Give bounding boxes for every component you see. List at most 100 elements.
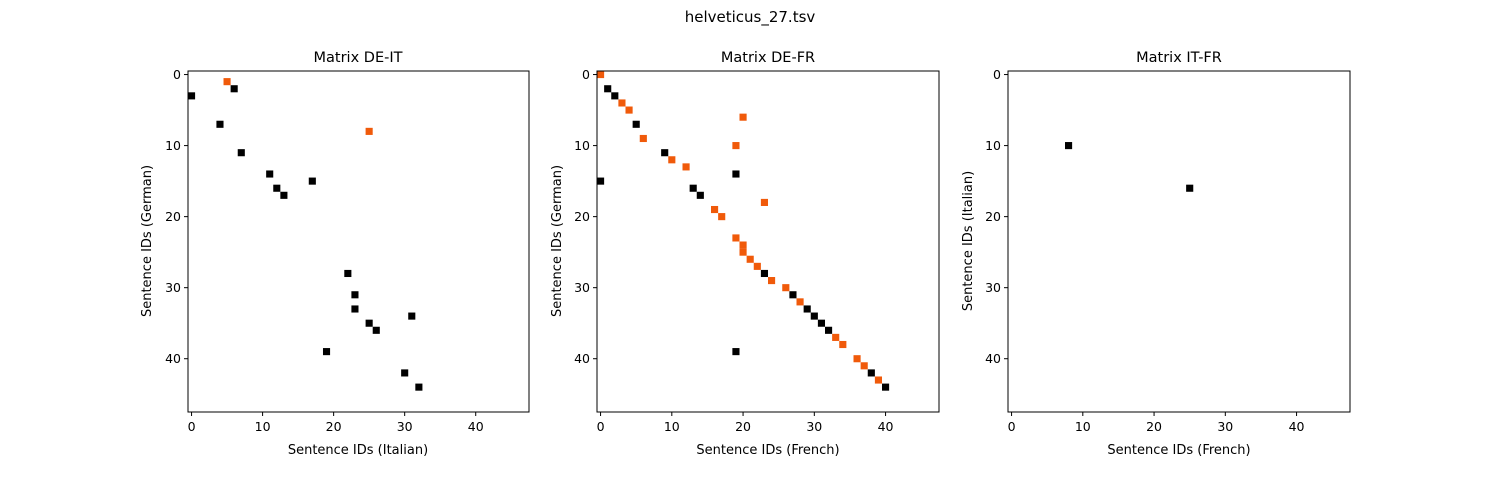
heatmap-cell-8-10	[1065, 142, 1073, 150]
heatmap-cell-28-32	[796, 298, 804, 306]
heatmap-cell-34-38	[839, 340, 847, 349]
heatmap-cell-2-3	[611, 92, 619, 100]
heatmap-cell-30-34	[810, 312, 818, 320]
heatmap-cell-4-7	[216, 120, 224, 128]
axis-ticks: 0 10 20 30 40 0 10 20 30 40	[574, 67, 893, 434]
heatmap-cell-22-27	[753, 262, 761, 270]
x-tick-label: 0	[1008, 419, 1016, 434]
heatmap-cell-0-15	[597, 177, 605, 185]
axis-ticks: 0 10 20 30 40 0 10 20 30 40	[985, 67, 1304, 434]
x-tick-label: 20	[326, 419, 342, 434]
x-tick-label: 40	[1289, 419, 1305, 434]
heatmap-cell-13-17	[280, 191, 288, 199]
x-tick-label: 30	[1217, 419, 1233, 434]
heatmap-cell-21-26	[746, 255, 754, 263]
heatmap-cell-25-35	[365, 319, 373, 327]
heatmap-cell-23-33	[351, 305, 359, 313]
heatmap-cell-19-39	[732, 348, 740, 356]
heatmap-cell-3-4	[618, 99, 626, 107]
x-tick-label: 30	[397, 419, 413, 434]
heatmap-cell-19-23	[732, 234, 740, 242]
y-tick-label: 40	[574, 351, 590, 366]
chart-panel-de-fr: Matrix DE-FR 0 10 20 30 40 0 10 20 30 40 Sentence…	[550, 50, 940, 458]
x-tick-label: 20	[735, 419, 751, 434]
x-tick-label: 0	[188, 419, 196, 434]
heatmap-cell-19-10	[732, 142, 740, 150]
y-axis-label: Sentence IDs (Italian)	[961, 171, 976, 311]
y-tick-label: 10	[985, 138, 1001, 153]
heatmap-cell-1-2	[604, 85, 612, 93]
heatmap-cell-17-20	[718, 213, 726, 221]
heatmap-cell-27-31	[789, 291, 797, 299]
heatmap-cell-29-33	[803, 305, 811, 313]
axis-ticks: 0 10 20 30 40 0 10 20 30 40	[165, 67, 484, 434]
heatmap-cell-5-1	[223, 78, 231, 86]
heatmap-cell-25-16	[1186, 184, 1194, 192]
y-tick-label: 20	[985, 209, 1001, 224]
heatmap-cell-5-7	[632, 120, 640, 128]
heatmap-cell-24-29	[768, 277, 776, 285]
figure-suptitle: helveticus_27.tsv	[685, 8, 816, 27]
y-tick-label: 10	[574, 138, 590, 153]
heatmap-cell-22-28	[344, 269, 352, 278]
heatmap-cell-11-14	[266, 170, 274, 178]
heatmap-cell-31-35	[817, 319, 826, 327]
y-tick-label: 0	[993, 67, 1001, 82]
x-axis-label: Sentence IDs (French)	[696, 443, 839, 458]
heatmap-cell-10-12	[668, 156, 676, 164]
x-tick-label: 10	[255, 419, 271, 434]
axes-frame	[1007, 70, 1351, 413]
chart-panel-de-it: Matrix DE-IT 0 10 20 30 40 0 10 20 30 40 Sentence…	[140, 50, 530, 458]
chart-title: Matrix IT-FR	[1136, 50, 1222, 66]
heatmap-cell-20-24	[739, 241, 747, 249]
y-axis-label: Sentence IDs (German)	[550, 165, 565, 317]
heatmap-cell-6-2	[230, 85, 238, 93]
heatmap-cell-32-36	[825, 326, 833, 334]
x-tick-label: 30	[806, 419, 822, 434]
chart-title: Matrix DE-IT	[314, 50, 403, 66]
heatmap-cell-23-28	[760, 269, 769, 278]
heatmap-cell-26-30	[782, 284, 790, 292]
x-tick-label: 0	[597, 419, 605, 434]
heatmap-cell-25-8	[365, 127, 373, 135]
heatmap-cells	[597, 71, 890, 391]
heatmap-cell-36-40	[853, 355, 861, 363]
heatmap-cell-20-25	[739, 248, 747, 256]
y-tick-label: 10	[165, 138, 181, 153]
axes-frame	[187, 70, 530, 413]
heatmap-cell-6-9	[639, 134, 647, 143]
heatmap-cell-40-44	[882, 383, 890, 391]
heatmap-cell-32-44	[415, 383, 423, 391]
heatmap-cell-4-5	[625, 106, 633, 114]
heatmap-cell-20-6	[739, 113, 747, 121]
heatmap-cell-39-43	[874, 376, 883, 384]
y-tick-label: 30	[165, 280, 181, 295]
y-tick-label: 40	[985, 351, 1001, 366]
heatmap-cells	[1065, 142, 1194, 192]
y-tick-label: 20	[574, 209, 590, 224]
heatmap-cell-14-17	[696, 191, 704, 199]
heatmap-cell-16-19	[711, 205, 719, 214]
y-axis-label: Sentence IDs (German)	[140, 165, 155, 317]
axes-frame	[596, 70, 940, 413]
heatmap-cell-38-42	[867, 369, 875, 377]
heatmap-cell-9-11	[661, 149, 669, 157]
x-tick-label: 20	[1146, 419, 1162, 434]
heatmap-cell-30-42	[401, 369, 409, 377]
y-tick-label: 0	[582, 67, 590, 82]
heatmap-cells	[188, 78, 423, 391]
heatmap-cell-12-16	[273, 184, 281, 192]
y-tick-label: 30	[985, 280, 1001, 295]
x-tick-label: 40	[468, 419, 484, 434]
x-axis-label: Sentence IDs (French)	[1107, 443, 1250, 458]
x-tick-label: 10	[664, 419, 680, 434]
heatmap-cell-23-31	[351, 291, 359, 299]
heatmap-cell-23-18	[760, 198, 769, 206]
x-tick-label: 40	[878, 419, 894, 434]
heatmap-cell-7-11	[237, 149, 245, 157]
heatmap-cell-17-15	[308, 177, 316, 185]
heatmap-cell-26-36	[372, 326, 380, 334]
x-axis-label: Sentence IDs (Italian)	[288, 443, 428, 458]
heatmap-cell-37-41	[860, 362, 868, 370]
